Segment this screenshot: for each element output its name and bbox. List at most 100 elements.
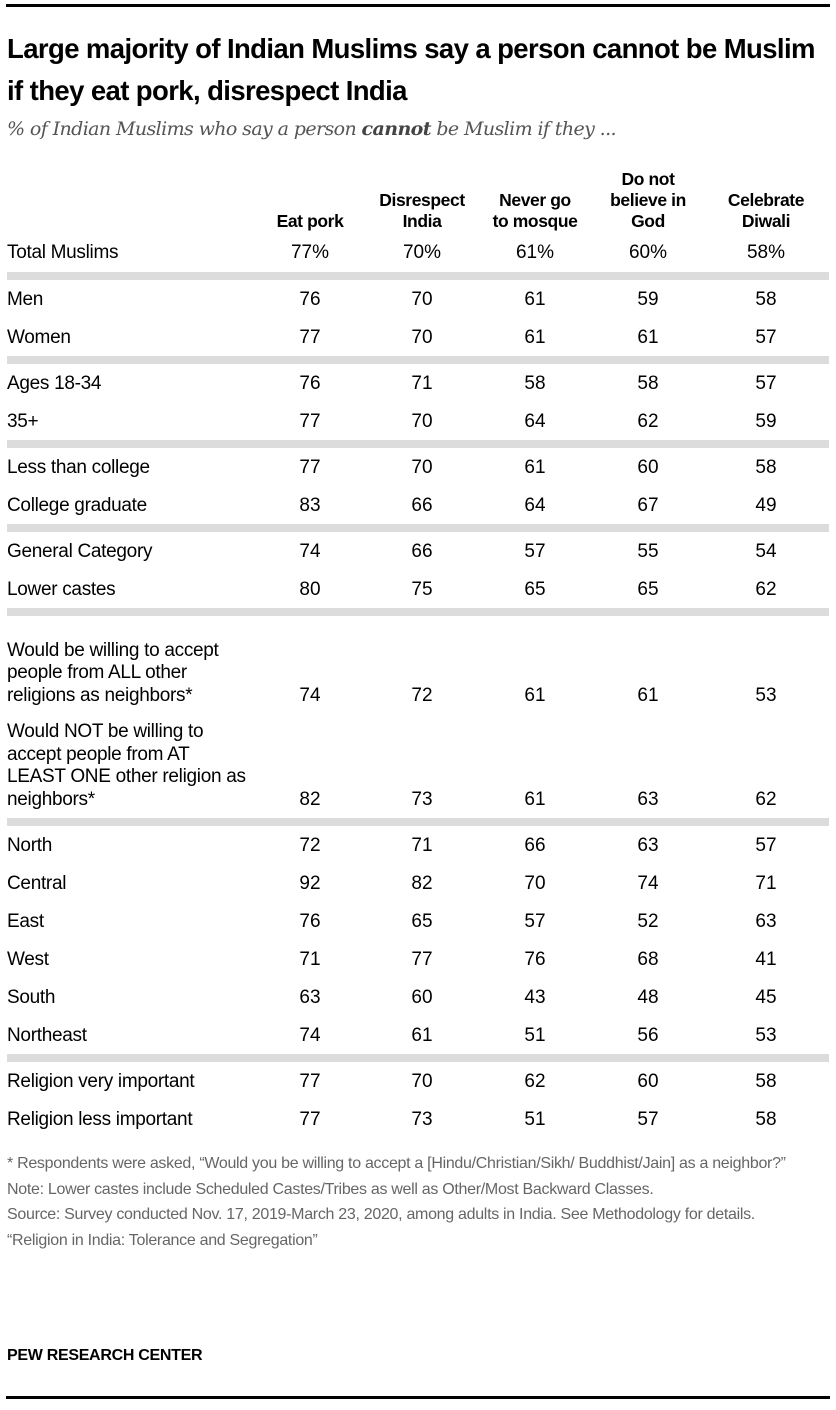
data-cell: 82	[299, 789, 321, 810]
row-label: Central	[7, 872, 67, 894]
table-body: Total Muslims 77% 70% 61% 60% 58% Men 76 70 61 59 5…	[0, 234, 836, 1138]
table-row: Total Muslims 77% 70% 61% 60% 58%	[0, 234, 836, 271]
bottom-rule	[6, 1396, 830, 1399]
data-cell: 71	[755, 873, 777, 894]
data-cell: 62	[637, 411, 659, 432]
data-cell: 82	[411, 873, 433, 894]
data-cell: 63	[299, 987, 321, 1008]
data-cell: 64	[524, 411, 546, 432]
data-cell: 55	[637, 541, 659, 562]
table-row: Religion less important 77 73 51 57 58	[0, 1100, 836, 1138]
data-cell: 58	[637, 373, 659, 394]
row-label: Men	[7, 288, 44, 310]
data-cell: 67	[637, 495, 659, 516]
data-cell: 61	[637, 327, 659, 348]
table-row: Central 92 82 70 74 71	[0, 864, 836, 902]
chart-subtitle: % of Indian Muslims who say a person can…	[7, 118, 617, 140]
data-cell: 60%	[628, 242, 668, 263]
data-cell: 70%	[402, 242, 442, 263]
column-header: Never go to mosque	[492, 190, 578, 231]
data-cell: 48	[637, 987, 659, 1008]
group-separator	[7, 608, 829, 616]
footnote-asterisk: * Respondents were asked, “Would you be …	[7, 1155, 786, 1172]
data-cell: 61	[524, 789, 546, 810]
row-label: Less than college	[7, 456, 150, 478]
table-row: Religion very important 77 70 62 60 58	[0, 1062, 836, 1100]
row-label: Lower castes	[7, 578, 116, 600]
table-row: Would NOT be willing to accept people fr…	[0, 714, 836, 818]
data-cell: 57	[755, 373, 777, 394]
group-separator	[7, 272, 829, 280]
table-row: Women 77 70 61 61 57	[0, 318, 836, 356]
data-cell: 76	[299, 289, 321, 310]
row-label: General Category	[7, 540, 153, 562]
data-cell: 51	[524, 1025, 546, 1046]
table-row: Ages 18-34 76 71 58 58 57	[0, 364, 836, 402]
row-label: Total Muslims	[7, 241, 119, 263]
table-row: Men 76 70 61 59 58	[0, 280, 836, 318]
data-cell: 74	[299, 541, 321, 562]
data-cell: 63	[755, 911, 777, 932]
data-cell: 58	[755, 289, 777, 310]
data-cell: 70	[411, 411, 433, 432]
data-cell: 61	[411, 1025, 433, 1046]
data-cell: 59	[637, 289, 659, 310]
data-cell: 58	[755, 1109, 777, 1130]
row-label: Religion less important	[7, 1108, 193, 1130]
brand-logo-text: PEW RESEARCH CENTER	[7, 1347, 203, 1364]
data-cell: 57	[524, 911, 546, 932]
data-cell: 68	[637, 949, 659, 970]
data-cell: 77	[299, 1109, 321, 1130]
data-cell: 80	[299, 579, 321, 600]
group-separator	[7, 440, 829, 448]
row-label: East	[7, 910, 44, 932]
table-row: College graduate 83 66 64 67 49	[0, 486, 836, 524]
data-cell: 70	[411, 289, 433, 310]
table-row: Northeast 74 61 51 56 53	[0, 1016, 836, 1054]
data-cell: 57	[637, 1109, 659, 1130]
data-cell: 59	[755, 411, 777, 432]
row-label: West	[7, 948, 49, 970]
data-cell: 65	[524, 579, 546, 600]
row-label: Religion very important	[7, 1070, 195, 1092]
data-cell: 57	[524, 541, 546, 562]
row-label: North	[7, 834, 52, 856]
data-cell: 76	[299, 373, 321, 394]
data-cell: 76	[299, 911, 321, 932]
data-cell: 77	[299, 411, 321, 432]
table-row: 35+ 77 70 64 62 59	[0, 402, 836, 440]
data-cell: 71	[411, 373, 433, 394]
data-cell: 58	[524, 373, 546, 394]
data-cell: 92	[299, 873, 321, 894]
data-cell: 49	[755, 495, 777, 516]
data-cell: 73	[411, 789, 433, 810]
data-cell: 64	[524, 495, 546, 516]
data-cell: 62	[755, 789, 777, 810]
row-label: Ages 18-34	[7, 372, 102, 394]
table-row: Less than college 77 70 61 60 58	[0, 448, 836, 486]
data-cell: 61	[524, 685, 546, 706]
data-cell: 72	[299, 835, 321, 856]
top-rule	[6, 4, 830, 7]
data-cell: 77	[299, 457, 321, 478]
subtitle-text-end: be Muslim if they ...	[430, 118, 617, 140]
data-cell: 71	[299, 949, 321, 970]
data-cell: 77	[411, 949, 433, 970]
data-cell: 61	[524, 457, 546, 478]
column-header: Do not believe in God	[610, 169, 686, 231]
subtitle-emphasis: cannot	[361, 118, 432, 140]
data-cell: 70	[524, 873, 546, 894]
group-separator	[7, 1054, 829, 1062]
footnote-note: Note: Lower castes include Scheduled Cas…	[7, 1180, 654, 1198]
data-cell: 62	[755, 579, 777, 600]
row-label: South	[7, 986, 56, 1008]
subtitle-text: % of Indian Muslims who say a person	[7, 118, 362, 140]
row-label: Northeast	[7, 1024, 87, 1046]
data-cell: 76	[524, 949, 546, 970]
data-cell: 58	[755, 457, 777, 478]
data-cell: 77	[299, 1071, 321, 1092]
data-cell: 58	[755, 1071, 777, 1092]
data-cell: 66	[524, 835, 546, 856]
data-cell: 57	[755, 327, 777, 348]
